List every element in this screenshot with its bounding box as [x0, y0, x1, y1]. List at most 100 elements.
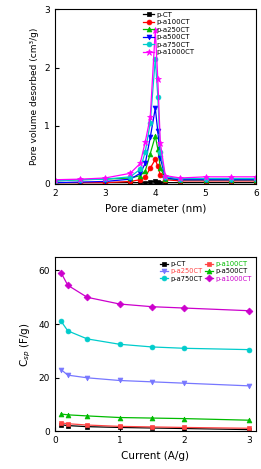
p-a250CT [144, 168, 147, 174]
p-a750CT [183, 346, 186, 351]
p-a250CT [53, 178, 56, 184]
Line: p-a1000CT: p-a1000CT [59, 271, 252, 313]
p-a750CT [86, 336, 89, 342]
p-a250CT [60, 367, 63, 372]
p-a1000CT [183, 305, 186, 311]
p-a250CT [164, 176, 167, 182]
Line: p-a750CT: p-a750CT [59, 319, 252, 352]
p-a1000CT [144, 139, 147, 145]
p-a500CT [66, 412, 69, 418]
p-a100CT [154, 157, 157, 162]
p-CT [103, 180, 106, 185]
p-a750CT [151, 344, 154, 350]
p-a750CT [149, 120, 152, 126]
p-a100CT [53, 180, 56, 185]
p-a750CT [103, 176, 106, 182]
Line: p-a500CT: p-a500CT [59, 412, 252, 423]
p-a1000CT [60, 270, 63, 276]
p-a100CT [229, 178, 232, 184]
p-a500CT [154, 106, 157, 111]
p-a100CT [204, 178, 207, 184]
p-a500CT [183, 416, 186, 422]
Line: p-CT: p-CT [59, 423, 252, 432]
p-a1000CT [156, 76, 159, 82]
p-CT [179, 180, 182, 185]
p-CT [66, 423, 69, 428]
p-a1000CT [78, 176, 81, 182]
p-a500CT [159, 155, 162, 160]
Line: p-a100CT: p-a100CT [52, 157, 258, 185]
p-CT [248, 427, 251, 432]
p-a250CT [66, 372, 69, 378]
X-axis label: Pore diameter (nm): Pore diameter (nm) [105, 203, 206, 213]
p-CT [204, 180, 207, 185]
p-a750CT [164, 174, 167, 180]
p-CT [183, 426, 186, 431]
p-a750CT [118, 341, 121, 347]
Line: p-CT: p-CT [52, 179, 258, 185]
p-a750CT [229, 176, 232, 182]
p-a750CT [179, 176, 182, 182]
p-CT [254, 180, 257, 185]
p-a250CT [149, 151, 152, 156]
p-a100CT [60, 420, 63, 426]
p-a250CT [103, 176, 106, 182]
p-a500CT [149, 135, 152, 140]
p-a500CT [204, 177, 207, 182]
p-a1000CT [151, 304, 154, 310]
p-a250CT [204, 177, 207, 182]
p-a500CT [164, 175, 167, 181]
p-a500CT [60, 411, 63, 417]
p-a500CT [151, 415, 154, 421]
p-a750CT [159, 149, 162, 155]
p-CT [149, 179, 152, 185]
p-CT [118, 424, 121, 430]
p-a750CT [154, 56, 157, 61]
Line: p-a250CT: p-a250CT [52, 134, 258, 183]
p-a100CT [183, 424, 186, 430]
p-a500CT [53, 180, 56, 185]
Legend: p-CT, p-a100CT, p-a250CT, p-a500CT, p-a750CT, p-a1000CT: p-CT, p-a100CT, p-a250CT, p-a500CT, p-a7… [143, 11, 195, 56]
p-a250CT [154, 133, 157, 139]
p-a250CT [151, 379, 154, 385]
p-a750CT [139, 166, 142, 172]
p-a750CT [254, 176, 257, 182]
p-a500CT [129, 176, 132, 182]
p-a100CT [248, 425, 251, 431]
p-CT [53, 180, 56, 185]
p-a750CT [156, 94, 159, 99]
p-a1000CT [103, 175, 106, 181]
p-a250CT [156, 146, 159, 152]
p-a250CT [118, 378, 121, 383]
p-a100CT [179, 178, 182, 184]
p-a750CT [60, 318, 63, 324]
p-a100CT [144, 174, 147, 180]
p-a500CT [118, 415, 121, 420]
p-a1000CT [154, 27, 157, 32]
p-a500CT [229, 177, 232, 182]
p-a500CT [139, 171, 142, 176]
p-a500CT [254, 177, 257, 182]
p-a500CT [103, 179, 106, 184]
p-a100CT [78, 180, 81, 185]
p-a250CT [129, 175, 132, 181]
p-a1000CT [164, 173, 167, 179]
p-a1000CT [159, 140, 162, 146]
p-a500CT [179, 177, 182, 182]
p-a750CT [248, 347, 251, 352]
p-a1000CT [229, 174, 232, 180]
p-a1000CT [254, 174, 257, 180]
p-a250CT [139, 173, 142, 179]
p-a100CT [151, 424, 154, 430]
p-a1000CT [139, 161, 142, 166]
p-a100CT [66, 421, 69, 426]
p-a750CT [204, 176, 207, 182]
p-a100CT [164, 177, 167, 182]
Y-axis label: Pore volume desorbed (cm³/g): Pore volume desorbed (cm³/g) [30, 28, 39, 165]
p-a100CT [103, 180, 106, 185]
Line: p-a500CT: p-a500CT [52, 106, 258, 185]
p-CT [164, 180, 167, 185]
p-CT [229, 180, 232, 185]
p-a1000CT [204, 174, 207, 180]
p-a500CT [144, 161, 147, 166]
